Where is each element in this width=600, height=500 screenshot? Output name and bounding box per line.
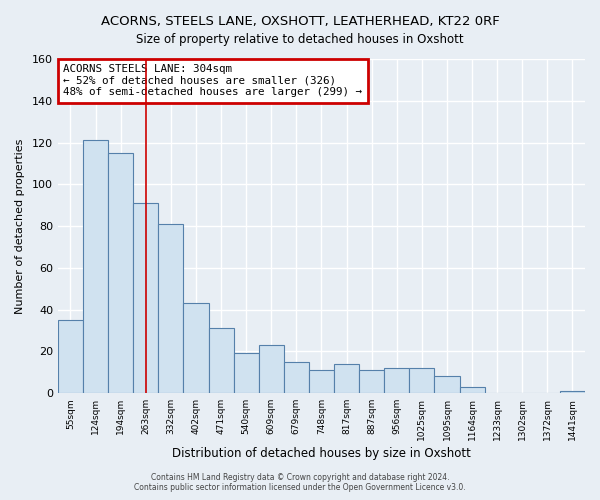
Bar	[359, 370, 384, 393]
Bar	[284, 362, 309, 393]
Bar	[259, 345, 284, 393]
Bar	[560, 391, 585, 393]
Bar	[233, 354, 259, 393]
Text: ACORNS STEELS LANE: 304sqm
← 52% of detached houses are smaller (326)
48% of sem: ACORNS STEELS LANE: 304sqm ← 52% of deta…	[63, 64, 362, 97]
Bar	[158, 224, 184, 393]
Text: Size of property relative to detached houses in Oxshott: Size of property relative to detached ho…	[136, 32, 464, 46]
Bar	[133, 203, 158, 393]
Bar	[58, 320, 83, 393]
Bar	[334, 364, 359, 393]
Bar	[384, 368, 409, 393]
Bar	[83, 140, 108, 393]
X-axis label: Distribution of detached houses by size in Oxshott: Distribution of detached houses by size …	[172, 447, 471, 460]
Bar	[309, 370, 334, 393]
Text: ACORNS, STEELS LANE, OXSHOTT, LEATHERHEAD, KT22 0RF: ACORNS, STEELS LANE, OXSHOTT, LEATHERHEA…	[101, 15, 499, 28]
Bar	[409, 368, 434, 393]
Y-axis label: Number of detached properties: Number of detached properties	[15, 138, 25, 314]
Bar	[460, 387, 485, 393]
Bar	[108, 153, 133, 393]
Bar	[434, 376, 460, 393]
Bar	[209, 328, 233, 393]
Text: Contains HM Land Registry data © Crown copyright and database right 2024.
Contai: Contains HM Land Registry data © Crown c…	[134, 473, 466, 492]
Bar	[184, 304, 209, 393]
